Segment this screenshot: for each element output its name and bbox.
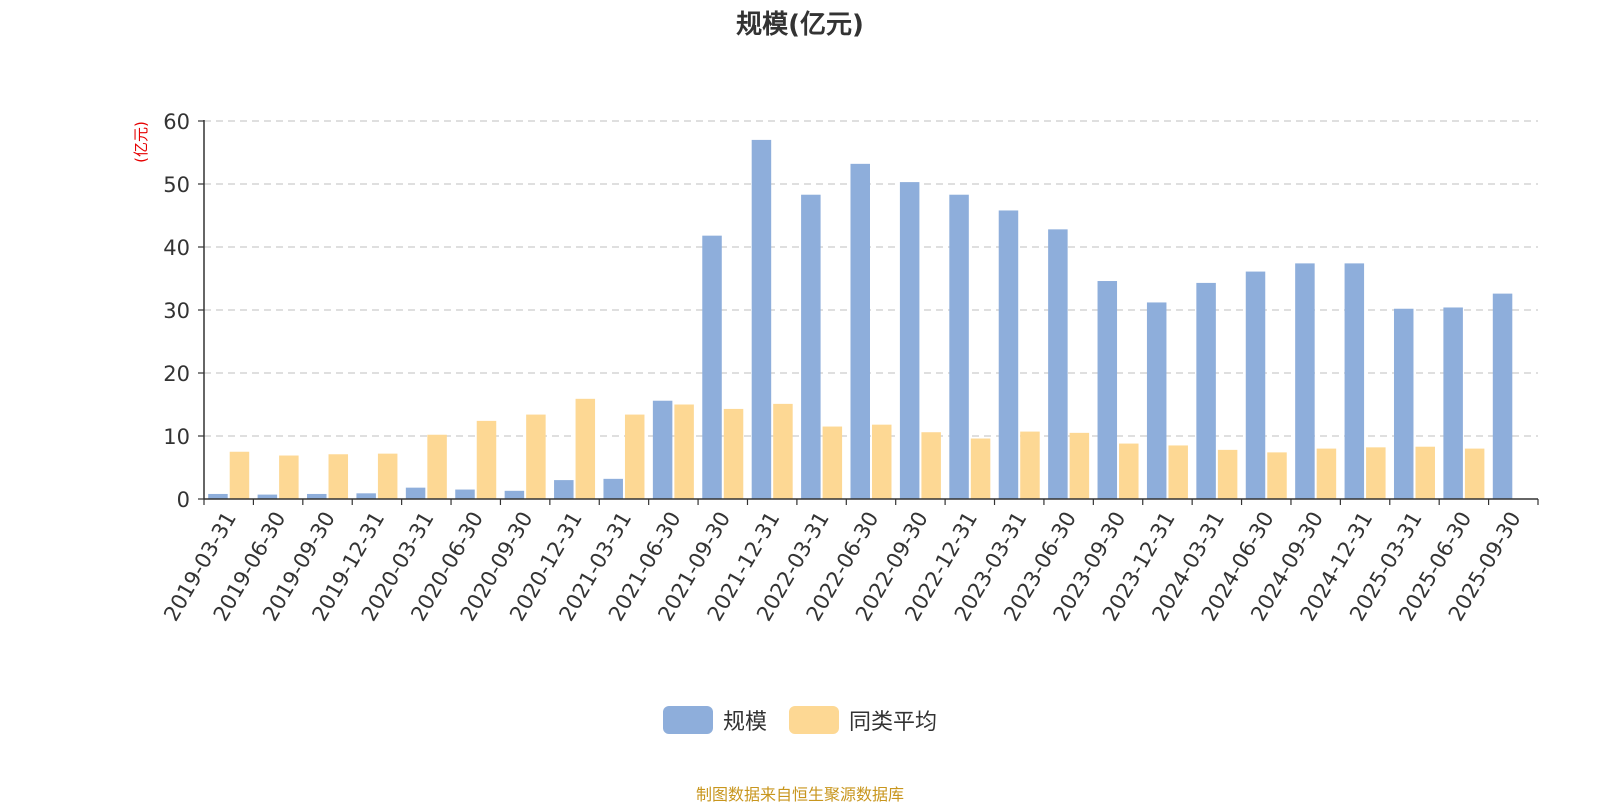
bar-scale[interactable] bbox=[949, 194, 969, 499]
grid-lines bbox=[204, 120, 1538, 437]
bar-peer-average[interactable] bbox=[921, 432, 941, 499]
bar-scale[interactable] bbox=[603, 478, 623, 499]
bar-scale[interactable] bbox=[998, 210, 1019, 499]
bar-scale[interactable] bbox=[1295, 263, 1315, 499]
bar-peer-average[interactable] bbox=[624, 414, 645, 499]
bar-peer-average[interactable] bbox=[970, 438, 991, 499]
bar-scale[interactable] bbox=[405, 487, 426, 499]
bar-peer-average[interactable] bbox=[229, 451, 250, 499]
bar-scale[interactable] bbox=[504, 490, 525, 499]
y-tick-label: 50 bbox=[163, 173, 190, 197]
bar-scale[interactable] bbox=[751, 139, 772, 499]
legend-item-scale[interactable]: 规模 bbox=[662, 704, 767, 736]
bar-peer-average[interactable] bbox=[427, 434, 447, 499]
y-tick-label: 30 bbox=[163, 299, 190, 323]
bar-scale[interactable] bbox=[1097, 281, 1118, 499]
bar-peer-average[interactable] bbox=[1366, 447, 1386, 499]
bar-scale[interactable] bbox=[1048, 229, 1068, 500]
bar-peer-average[interactable] bbox=[723, 408, 744, 499]
y-tick-label: 10 bbox=[163, 425, 190, 449]
bar-scale[interactable] bbox=[1492, 293, 1513, 499]
bar-scale[interactable] bbox=[1393, 308, 1414, 499]
bar-scale[interactable] bbox=[307, 493, 327, 499]
bar-peer-average[interactable] bbox=[872, 424, 892, 499]
bar-scale[interactable] bbox=[1146, 302, 1167, 499]
legend: 规模 同类平均 bbox=[0, 704, 1600, 736]
bar-scale[interactable] bbox=[257, 494, 278, 499]
bar-scale[interactable] bbox=[554, 480, 574, 499]
legend-swatch-peer-average bbox=[789, 706, 839, 734]
bar-peer-average[interactable] bbox=[328, 454, 349, 499]
bar-peer-average[interactable] bbox=[377, 453, 398, 499]
bar-scale[interactable] bbox=[652, 400, 673, 499]
bar-peer-average[interactable] bbox=[1267, 452, 1287, 499]
bar-scale[interactable] bbox=[801, 194, 821, 499]
bar-peer-average[interactable] bbox=[1316, 448, 1337, 499]
axes: 01020304050602019-03-312019-06-302019-09… bbox=[159, 110, 1539, 625]
bar-scale[interactable] bbox=[208, 493, 228, 499]
bar-peer-average[interactable] bbox=[1217, 449, 1238, 499]
y-axis-label: (亿元) bbox=[132, 121, 150, 163]
bar-peer-average[interactable] bbox=[1415, 446, 1435, 499]
bar-scale[interactable] bbox=[455, 489, 475, 499]
chart-title: 规模(亿元) bbox=[736, 10, 864, 40]
bar-peer-average[interactable] bbox=[1168, 445, 1188, 499]
legend-label-peer-average: 同类平均 bbox=[849, 710, 938, 735]
bar-scale[interactable] bbox=[356, 493, 376, 499]
bar-peer-average[interactable] bbox=[822, 426, 843, 499]
bar-scale[interactable] bbox=[899, 182, 920, 500]
bar-scale[interactable] bbox=[850, 163, 871, 499]
bar-scale[interactable] bbox=[1245, 271, 1266, 499]
bars bbox=[208, 139, 1513, 500]
y-tick-label: 60 bbox=[163, 110, 190, 134]
bar-peer-average[interactable] bbox=[526, 414, 546, 499]
bar-peer-average[interactable] bbox=[1069, 432, 1090, 499]
bar-peer-average[interactable] bbox=[476, 420, 497, 499]
bar-scale[interactable] bbox=[702, 235, 722, 499]
bar-peer-average[interactable] bbox=[1119, 443, 1139, 499]
bar-peer-average[interactable] bbox=[773, 403, 793, 499]
legend-swatch-scale bbox=[662, 706, 713, 734]
bar-scale[interactable] bbox=[1443, 307, 1463, 499]
y-tick-label: 0 bbox=[177, 488, 190, 512]
bar-scale[interactable] bbox=[1196, 282, 1216, 499]
y-tick-label: 20 bbox=[163, 362, 190, 386]
bar-peer-average[interactable] bbox=[674, 404, 694, 500]
data-source-note: 制图数据来自恒生聚源数据库 bbox=[695, 785, 904, 804]
bar-peer-average[interactable] bbox=[1464, 448, 1485, 499]
bar-peer-average[interactable] bbox=[279, 455, 299, 499]
bar-peer-average[interactable] bbox=[575, 398, 596, 499]
y-tick-label: 40 bbox=[163, 236, 190, 260]
legend-item-peer-average[interactable]: 同类平均 bbox=[789, 704, 937, 736]
bar-peer-average[interactable] bbox=[1020, 431, 1040, 499]
legend-label-scale: 规模 bbox=[722, 710, 767, 735]
bar-scale[interactable] bbox=[1344, 263, 1365, 499]
